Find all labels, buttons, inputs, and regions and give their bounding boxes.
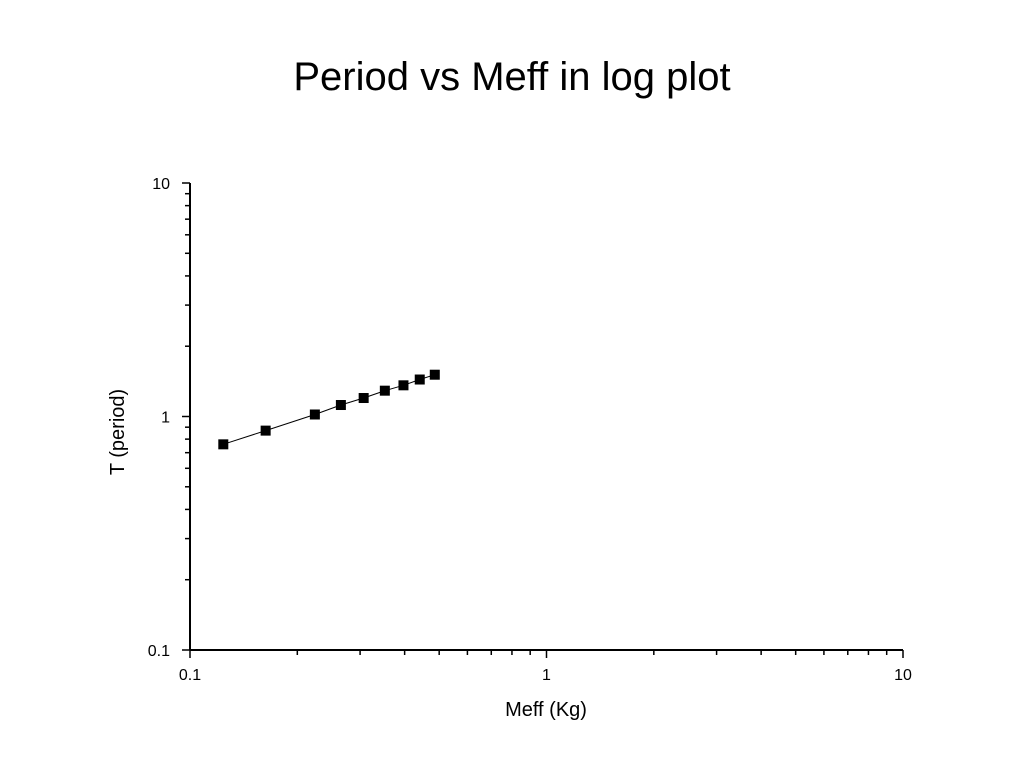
data-point	[309, 409, 320, 420]
data-point	[218, 439, 229, 450]
data-point	[398, 380, 409, 391]
data-point	[260, 425, 271, 436]
y-tick-label: 0.1	[148, 643, 170, 660]
data-point	[335, 400, 346, 411]
axes: 0.1 1 10 0.1 1 10	[148, 176, 912, 684]
y-tick-label: 1	[161, 410, 170, 427]
y-axis-label: T (period)	[107, 389, 129, 475]
y-tick-label: 10	[152, 176, 170, 193]
x-tick-label: 0.1	[179, 667, 201, 684]
data-point	[379, 385, 390, 396]
x-tick-label: 10	[894, 667, 912, 684]
data-point	[429, 369, 440, 380]
data-point	[358, 393, 369, 404]
plot-area	[218, 369, 440, 450]
data-point	[414, 374, 425, 385]
x-tick-label: 1	[542, 667, 551, 684]
x-axis-label: Meff (Kg)	[505, 699, 587, 721]
page-title: Period vs Meff in log plot	[293, 55, 731, 99]
